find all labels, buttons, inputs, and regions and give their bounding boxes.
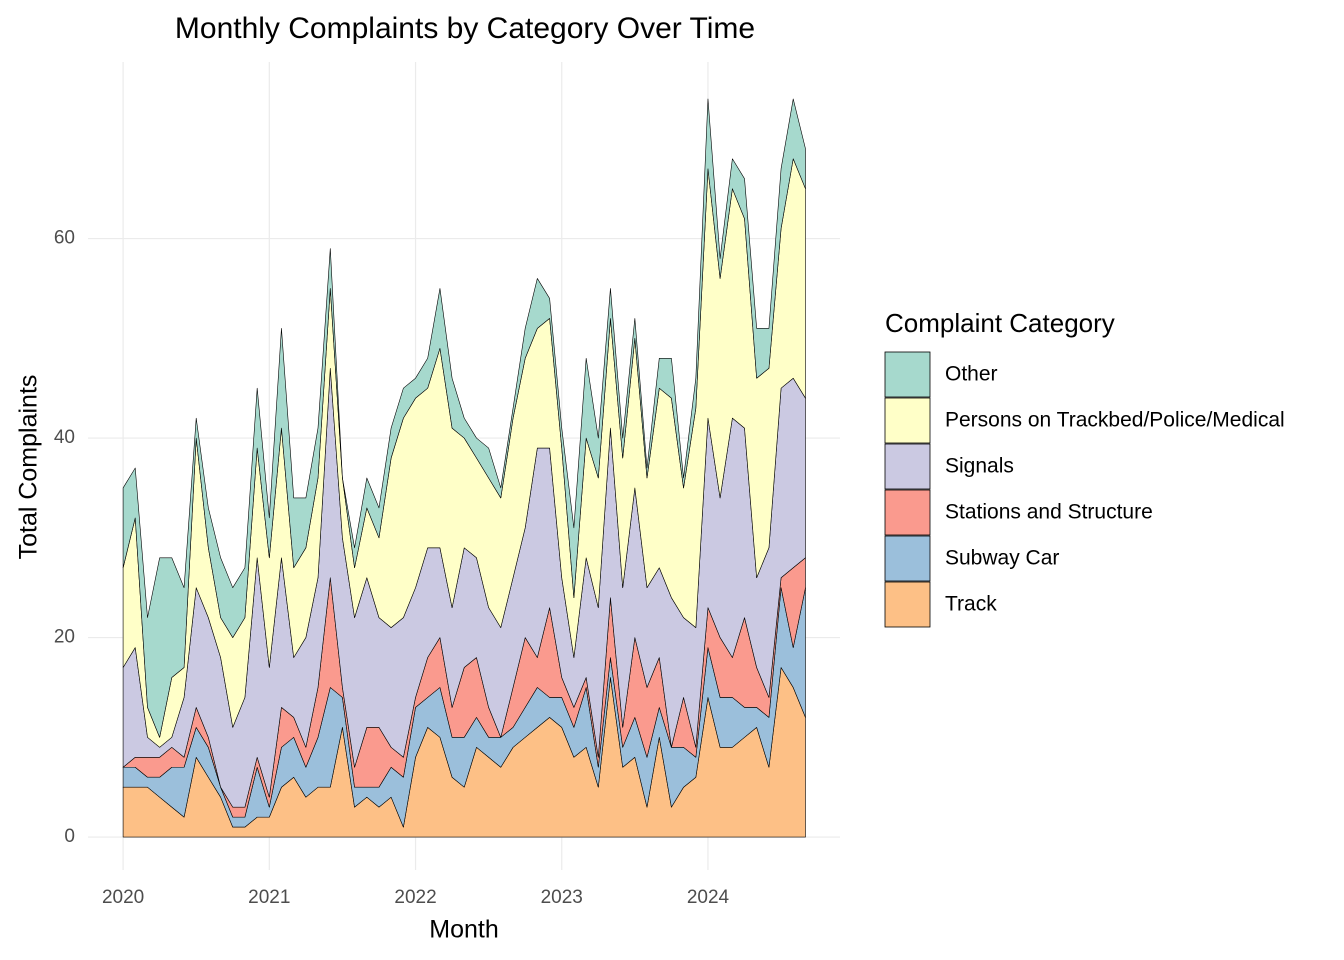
y-tick-label: 40 bbox=[54, 427, 75, 448]
legend-swatch bbox=[884, 489, 931, 536]
area bbox=[122, 98, 806, 738]
areas bbox=[122, 98, 806, 838]
y-tick-label: 0 bbox=[64, 826, 75, 847]
legend-swatch bbox=[884, 581, 931, 628]
x-tick-label: 2024 bbox=[687, 887, 730, 908]
y-axis-label: Total Complaints bbox=[15, 375, 43, 560]
legend-label: Stations and Structure bbox=[945, 501, 1153, 524]
legend-swatch bbox=[884, 535, 931, 582]
legend-label: Persons on Trackbed/Police/Medical bbox=[945, 409, 1285, 432]
x-axis-label: Month bbox=[429, 916, 498, 944]
y-tick-label: 20 bbox=[54, 627, 75, 648]
legend-title: Complaint Category bbox=[885, 308, 1115, 338]
chart-title: Monthly Complaints by Category Over Time bbox=[175, 12, 755, 45]
x-tick-label: 2020 bbox=[102, 887, 144, 908]
x-tick-label: 2021 bbox=[248, 887, 290, 908]
legend-label: Track bbox=[945, 593, 997, 616]
legend-label: Signals bbox=[945, 455, 1014, 478]
legend-label: Other bbox=[945, 363, 998, 386]
legend-swatch bbox=[884, 443, 931, 490]
legend-swatch bbox=[884, 397, 931, 444]
y-tick-label: 60 bbox=[54, 228, 75, 249]
axes: 0 20 40 60 2020 2021 2022 2023 2024 bbox=[54, 228, 730, 908]
legend-swatch bbox=[884, 351, 931, 398]
legend-label: Subway Car bbox=[945, 547, 1059, 570]
legend: Track Subway Car Stations and Structure Sig… bbox=[884, 351, 1285, 628]
x-tick-label: 2022 bbox=[394, 887, 436, 908]
x-tick-label: 2023 bbox=[541, 887, 583, 908]
